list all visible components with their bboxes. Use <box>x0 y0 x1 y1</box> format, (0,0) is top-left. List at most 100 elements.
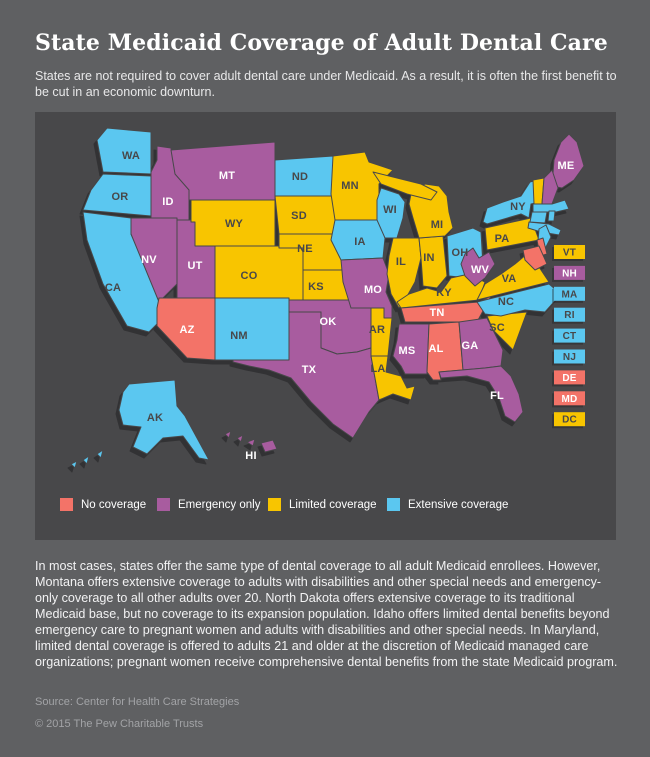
map-legend: No coverage Emergency only Limited cover… <box>35 498 616 518</box>
state-label-va: VA <box>502 273 517 285</box>
chip-label-nj: NJ <box>563 352 576 363</box>
state-ky <box>396 273 486 309</box>
state-label-sd: SD <box>291 210 307 222</box>
state-hi <box>260 439 278 453</box>
state-wa <box>96 127 152 175</box>
state-mt <box>170 141 276 201</box>
state-hi <box>246 438 256 447</box>
extensive-coverage-swatch-icon <box>387 498 400 511</box>
state-label-al: AL <box>428 343 443 355</box>
state-label-ms: MS <box>399 345 416 357</box>
state-label-ok: OK <box>320 316 337 328</box>
state-label-mo: MO <box>364 284 382 296</box>
state-label-tn: TN <box>429 307 444 319</box>
us-choropleth-map: WA OR CA ID MT NV UT WY CO AZ NM ND SD NE KS OK TX MN IA MO… <box>70 127 585 469</box>
chip-label-md: MD <box>562 394 578 405</box>
state-ak <box>82 455 90 465</box>
state-mi <box>372 171 438 201</box>
state-nc <box>476 283 562 317</box>
state-label-wy: WY <box>225 218 244 230</box>
chip-ri <box>554 307 585 322</box>
state-la <box>370 355 416 401</box>
emergency-only-swatch-icon <box>157 498 170 511</box>
state-label-ut: UT <box>187 260 202 272</box>
state-nm <box>214 297 290 361</box>
chip-label-de: DE <box>562 373 576 384</box>
legend-item-no-coverage: No coverage <box>60 498 146 511</box>
state-hi <box>236 434 244 443</box>
state-label-ny: NY <box>510 201 526 213</box>
chip-label-ri: RI <box>564 310 574 321</box>
chip-md <box>554 391 585 406</box>
state-label-ga: GA <box>462 340 479 352</box>
state-label-nd: ND <box>292 171 308 183</box>
state-label-hi: HI <box>245 450 256 462</box>
copyright-line: © 2015 The Pew Charitable Trusts <box>35 718 204 730</box>
state-label-mi: MI <box>431 219 444 231</box>
state-label-wi: WI <box>383 204 397 216</box>
legend-label: Limited coverage <box>289 498 377 511</box>
chip-nh <box>554 265 585 280</box>
state-label-nm: NM <box>230 330 248 342</box>
state-label-tx: TX <box>302 364 317 376</box>
legend-item-extensive-coverage: Extensive coverage <box>387 498 508 511</box>
state-label-ky: KY <box>436 287 452 299</box>
state-co <box>214 245 304 303</box>
chip-dc <box>554 412 585 427</box>
footnote-paragraph: In most cases, states offer the same typ… <box>35 559 618 669</box>
map-panel: WA OR CA ID MT NV UT WY CO AZ NM ND SD NE KS OK TX MN IA MO… <box>35 112 616 540</box>
state-label-la: LA <box>370 363 385 375</box>
chip-vt <box>554 245 585 259</box>
state-label-wv: WV <box>471 264 490 276</box>
state-ak <box>96 449 104 459</box>
state-label-ar: AR <box>369 324 385 336</box>
chip-label-ma: MA <box>562 289 578 300</box>
state-label-ia: IA <box>354 236 365 248</box>
state-label-fl: FL <box>490 390 504 402</box>
small-state-chips-layer: VT NH MA RI CT NJ DE MD DC <box>554 245 585 427</box>
state-label-or: OR <box>112 191 129 203</box>
legend-label: No coverage <box>81 498 147 511</box>
state-label-ks: KS <box>308 281 324 293</box>
chip-de <box>554 370 585 385</box>
state-ak <box>118 379 210 461</box>
legend-label: Emergency only <box>178 498 261 511</box>
chip-label-dc: DC <box>562 415 577 426</box>
state-label-il: IL <box>396 256 406 268</box>
state-ri <box>547 210 556 222</box>
states-layer <box>70 127 585 469</box>
state-label-co: CO <box>241 270 258 282</box>
state-label-in: IN <box>423 252 434 264</box>
state-labels-layer: WA OR CA ID MT NV UT WY CO AZ NM ND SD NE KS OK TX MN IA MO… <box>105 150 575 462</box>
state-label-me: ME <box>558 160 575 172</box>
state-wv <box>460 247 496 287</box>
state-ak <box>70 460 78 469</box>
legend-label: Extensive coverage <box>408 498 509 511</box>
legend-item-emergency-only: Emergency only <box>157 498 260 511</box>
no-coverage-swatch-icon <box>60 498 73 511</box>
state-me <box>551 133 585 189</box>
state-tx <box>232 311 380 439</box>
state-label-wa: WA <box>122 150 140 162</box>
chip-label-vt: VT <box>563 248 576 259</box>
page-title: State Medicaid Coverage of Adult Dental … <box>35 30 608 56</box>
source-line: Source: Center for Health Care Strategie… <box>35 696 240 708</box>
state-label-nv: NV <box>141 254 157 266</box>
chip-ma <box>554 286 585 301</box>
state-label-ak: AK <box>147 412 163 424</box>
state-label-nc: NC <box>498 296 514 308</box>
legend-item-limited-coverage: Limited coverage <box>268 498 377 511</box>
chip-label-nh: NH <box>562 268 577 279</box>
chip-ct <box>554 328 585 343</box>
state-label-mt: MT <box>219 170 235 182</box>
state-label-az: AZ <box>179 324 194 336</box>
state-label-mn: MN <box>341 180 359 192</box>
state-label-ne: NE <box>297 243 313 255</box>
state-nh <box>541 169 559 205</box>
state-hi <box>224 430 232 439</box>
state-fl <box>438 365 524 423</box>
chip-nj <box>554 349 585 364</box>
state-label-ca: CA <box>105 282 121 294</box>
state-md <box>522 245 548 271</box>
